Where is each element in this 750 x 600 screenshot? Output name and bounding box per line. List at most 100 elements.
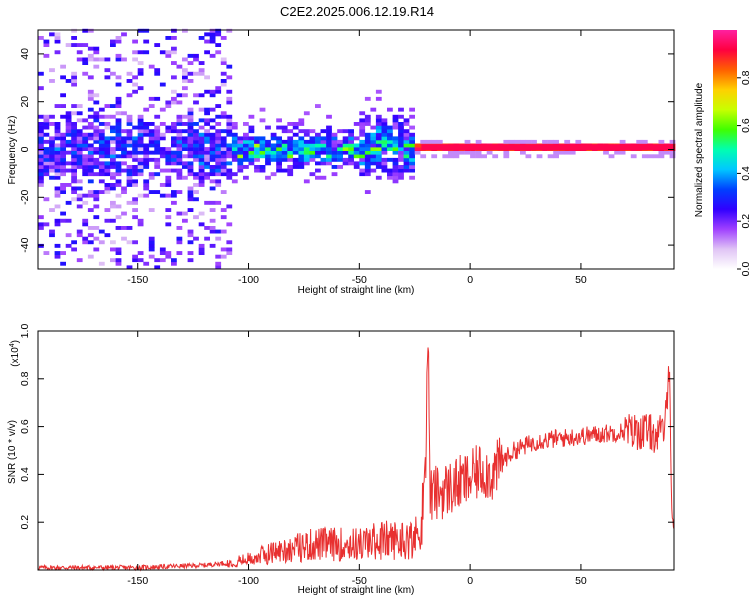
spectrogram-cell [315, 150, 321, 155]
spectrogram-cell [87, 226, 94, 230]
spectrogram-cell [65, 233, 72, 238]
spectrogram-cell [49, 161, 55, 166]
spectrogram-cell [132, 57, 138, 62]
spectrogram-cell [65, 129, 72, 134]
spectrogram-cell [342, 157, 349, 162]
spectrogram-cell [176, 190, 183, 194]
spectrogram-cell [98, 122, 105, 126]
spectrogram-cell [76, 179, 83, 184]
spectrogram-cell [38, 226, 44, 230]
spectrogram-cell [98, 136, 105, 141]
spectrogram-cell [209, 139, 216, 144]
spectrogram-cell [171, 139, 177, 144]
spectrogram-cell [265, 161, 271, 166]
spectrogram-cell [198, 125, 205, 130]
spectrogram-cell [115, 125, 122, 130]
spectrogram-cell [303, 179, 310, 184]
spectrogram-cell [298, 143, 305, 148]
spectrogram-cell [198, 157, 205, 162]
spectrogram-cell [259, 154, 266, 159]
spectrogram-cell [87, 147, 94, 151]
spectrogram-cell [71, 139, 77, 144]
spectrogram-cell [98, 132, 105, 137]
spectrogram-cell [226, 172, 233, 177]
spectrogram-cell [154, 150, 161, 155]
spectrogram-cell [520, 139, 526, 144]
spectrogram-cell [38, 86, 44, 91]
spectrogram-cell [93, 132, 100, 137]
spectrogram-cell [553, 150, 559, 155]
spectrogram-cell [110, 247, 116, 252]
spectrogram-cell [287, 122, 294, 126]
spectrogram-cell [71, 71, 77, 76]
spectrogram-cell [198, 107, 205, 112]
spectrogram-cell [49, 154, 55, 159]
spectrogram-cell [38, 125, 44, 130]
spectrogram-cell [132, 165, 138, 169]
spectrogram-cell [49, 165, 55, 169]
spectrogram-cell [254, 157, 260, 162]
spectrogram-cell [65, 132, 72, 137]
spectrogram-cell [115, 183, 122, 187]
spectrogram-cell [259, 139, 266, 144]
spectrogram-cell [226, 114, 233, 119]
spectrogram-cell [209, 157, 216, 162]
spectrogram-cell [231, 157, 238, 162]
spectrogram-cell [54, 147, 61, 151]
spectrogram-cell [215, 150, 222, 155]
spectrogram-cell [49, 150, 55, 155]
spectrogram-cell [398, 150, 404, 155]
spectrogram-cell [220, 165, 227, 169]
spectrogram-cell [403, 132, 410, 137]
spectrogram-cell [198, 36, 205, 40]
spectrogram-cell [503, 154, 510, 159]
spectrogram-cell [76, 132, 83, 137]
spectrogram-cell [243, 154, 249, 159]
spectrogram-cell [215, 200, 222, 205]
spectrogram-cell [60, 168, 66, 173]
spectrogram-cell [171, 200, 177, 205]
spectrogram-cell [370, 136, 377, 141]
spectrogram-cell [475, 154, 482, 159]
spectrogram-cell [148, 122, 155, 126]
spectrogram-cell [243, 136, 249, 141]
spectrogram-cell [204, 157, 210, 162]
spectrogram-cell [259, 107, 266, 112]
spectrogram-cell [326, 129, 332, 134]
spectrogram-cell [220, 36, 227, 40]
spectrogram-cell [619, 150, 626, 155]
spectrogram-cell [409, 175, 415, 180]
spectrogram-cell [359, 139, 366, 144]
spectrogram-cell [309, 157, 316, 162]
spectrogram-cell [204, 107, 210, 112]
spectrogram-cell [630, 154, 637, 159]
spectrogram-cell [342, 143, 349, 148]
spectrogram-cell [165, 147, 172, 151]
spectrogram-cell [165, 222, 172, 227]
spectrogram-cell [126, 154, 133, 159]
spectrogram-cell [387, 157, 393, 162]
spectrogram-cell [231, 172, 238, 177]
spectrogram-cell [137, 143, 144, 148]
spectrogram-cell [82, 132, 89, 137]
spectrogram-cell [220, 208, 227, 212]
spectrogram-cell [71, 157, 77, 162]
spectrogram-cell [110, 71, 116, 76]
spectrogram-cell [110, 129, 116, 134]
spectrogram-cell [420, 154, 427, 159]
spectrogram-x-tick-label: 0 [467, 274, 473, 286]
spectrogram-cell [132, 82, 138, 87]
spectrogram-cell [198, 93, 205, 98]
snr-y-label: SNR (10 * v/v) [7, 420, 18, 484]
spectrogram-cell [403, 150, 410, 155]
spectrogram-cell [115, 172, 122, 177]
spectrogram-cell [320, 129, 327, 134]
spectrogram-cell [558, 150, 565, 155]
spectrogram-cell [220, 150, 227, 155]
spectrogram-cell [209, 143, 216, 148]
spectrogram-cell [514, 139, 521, 144]
spectrogram-x-tick-label: -50 [352, 274, 367, 286]
spectrogram-cell [154, 258, 161, 263]
spectrogram-cell [204, 32, 210, 37]
spectrogram-cell [220, 82, 227, 87]
